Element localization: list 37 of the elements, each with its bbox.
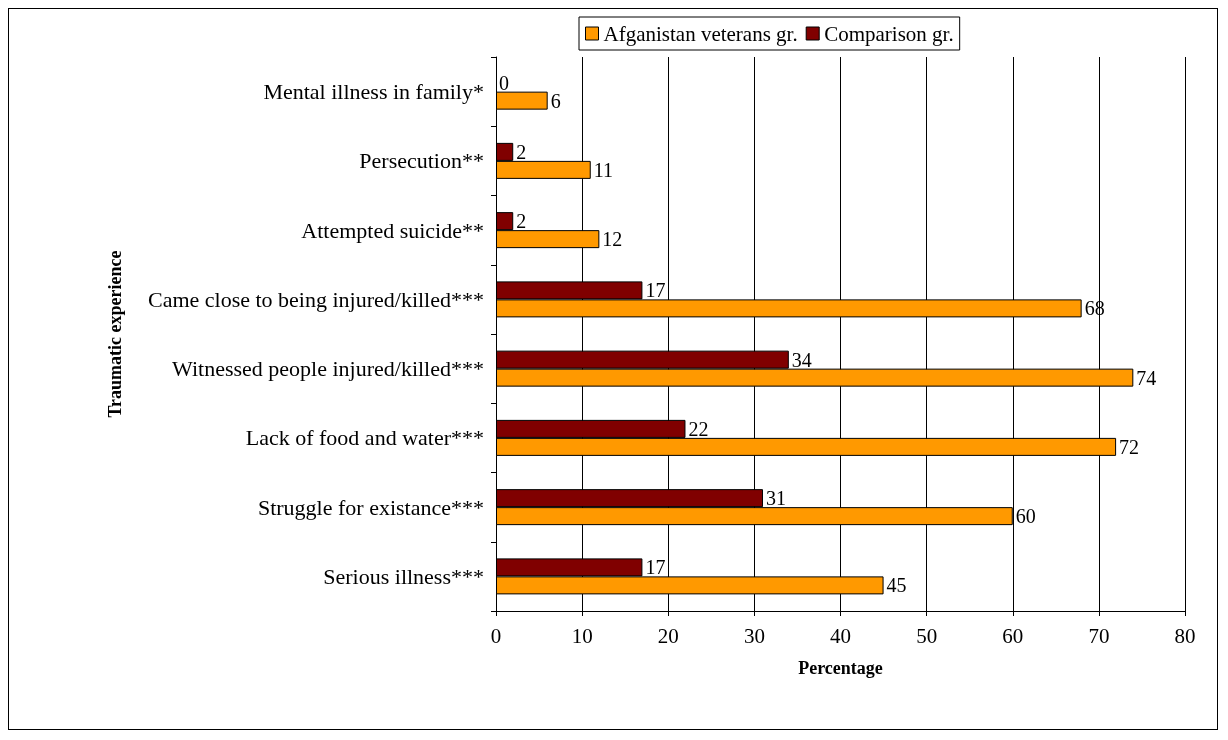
y-axis-title: Traumatic experience [105, 250, 125, 418]
data-label: 17 [645, 279, 666, 302]
data-label: 2 [516, 210, 527, 233]
data-label: 17 [645, 556, 666, 579]
x-tick-label: 20 [657, 623, 679, 648]
bar [496, 91, 548, 110]
x-tick-label: 80 [1174, 623, 1196, 648]
x-tick-label: 70 [1088, 623, 1110, 648]
legend-label: Afganistan veterans gr. [603, 21, 798, 46]
data-label: 22 [688, 417, 709, 440]
data-label: 11 [593, 158, 613, 181]
y-tick-label: Attempted suicide** [301, 217, 484, 243]
y-tick-label: Persecution** [359, 148, 484, 174]
data-label: 72 [1119, 435, 1140, 458]
y-tick-label: Struggle for existance*** [257, 494, 484, 520]
data-label: 0 [499, 71, 509, 94]
y-tick-label: Lack of food and water*** [245, 425, 484, 451]
y-tick-label: Serious illness*** [323, 563, 484, 589]
data-label: 74 [1136, 366, 1157, 389]
x-tick-label: 50 [916, 623, 938, 648]
x-tick-label: 30 [743, 623, 765, 648]
data-label: 34 [791, 348, 812, 371]
data-label: 60 [1015, 505, 1036, 528]
data-label: 2 [516, 140, 527, 163]
data-label: 12 [602, 228, 623, 251]
x-tick-label: 40 [830, 623, 851, 648]
legend-label: Comparison gr. [824, 21, 954, 46]
y-tick-label: Mental illness in family* [263, 79, 484, 105]
x-tick-label: 0 [490, 623, 502, 648]
y-tick-label: Witnessed people injured/killed*** [172, 356, 484, 382]
data-label: 31 [765, 487, 786, 510]
x-axis-title: Percentage [798, 658, 883, 678]
y-tick-label: Came close to being injured/killed*** [147, 286, 484, 312]
data-label: 45 [886, 574, 907, 597]
data-label: 6 [550, 89, 561, 112]
x-tick-label: 10 [571, 623, 593, 648]
x-tick-label: 60 [1002, 623, 1024, 648]
